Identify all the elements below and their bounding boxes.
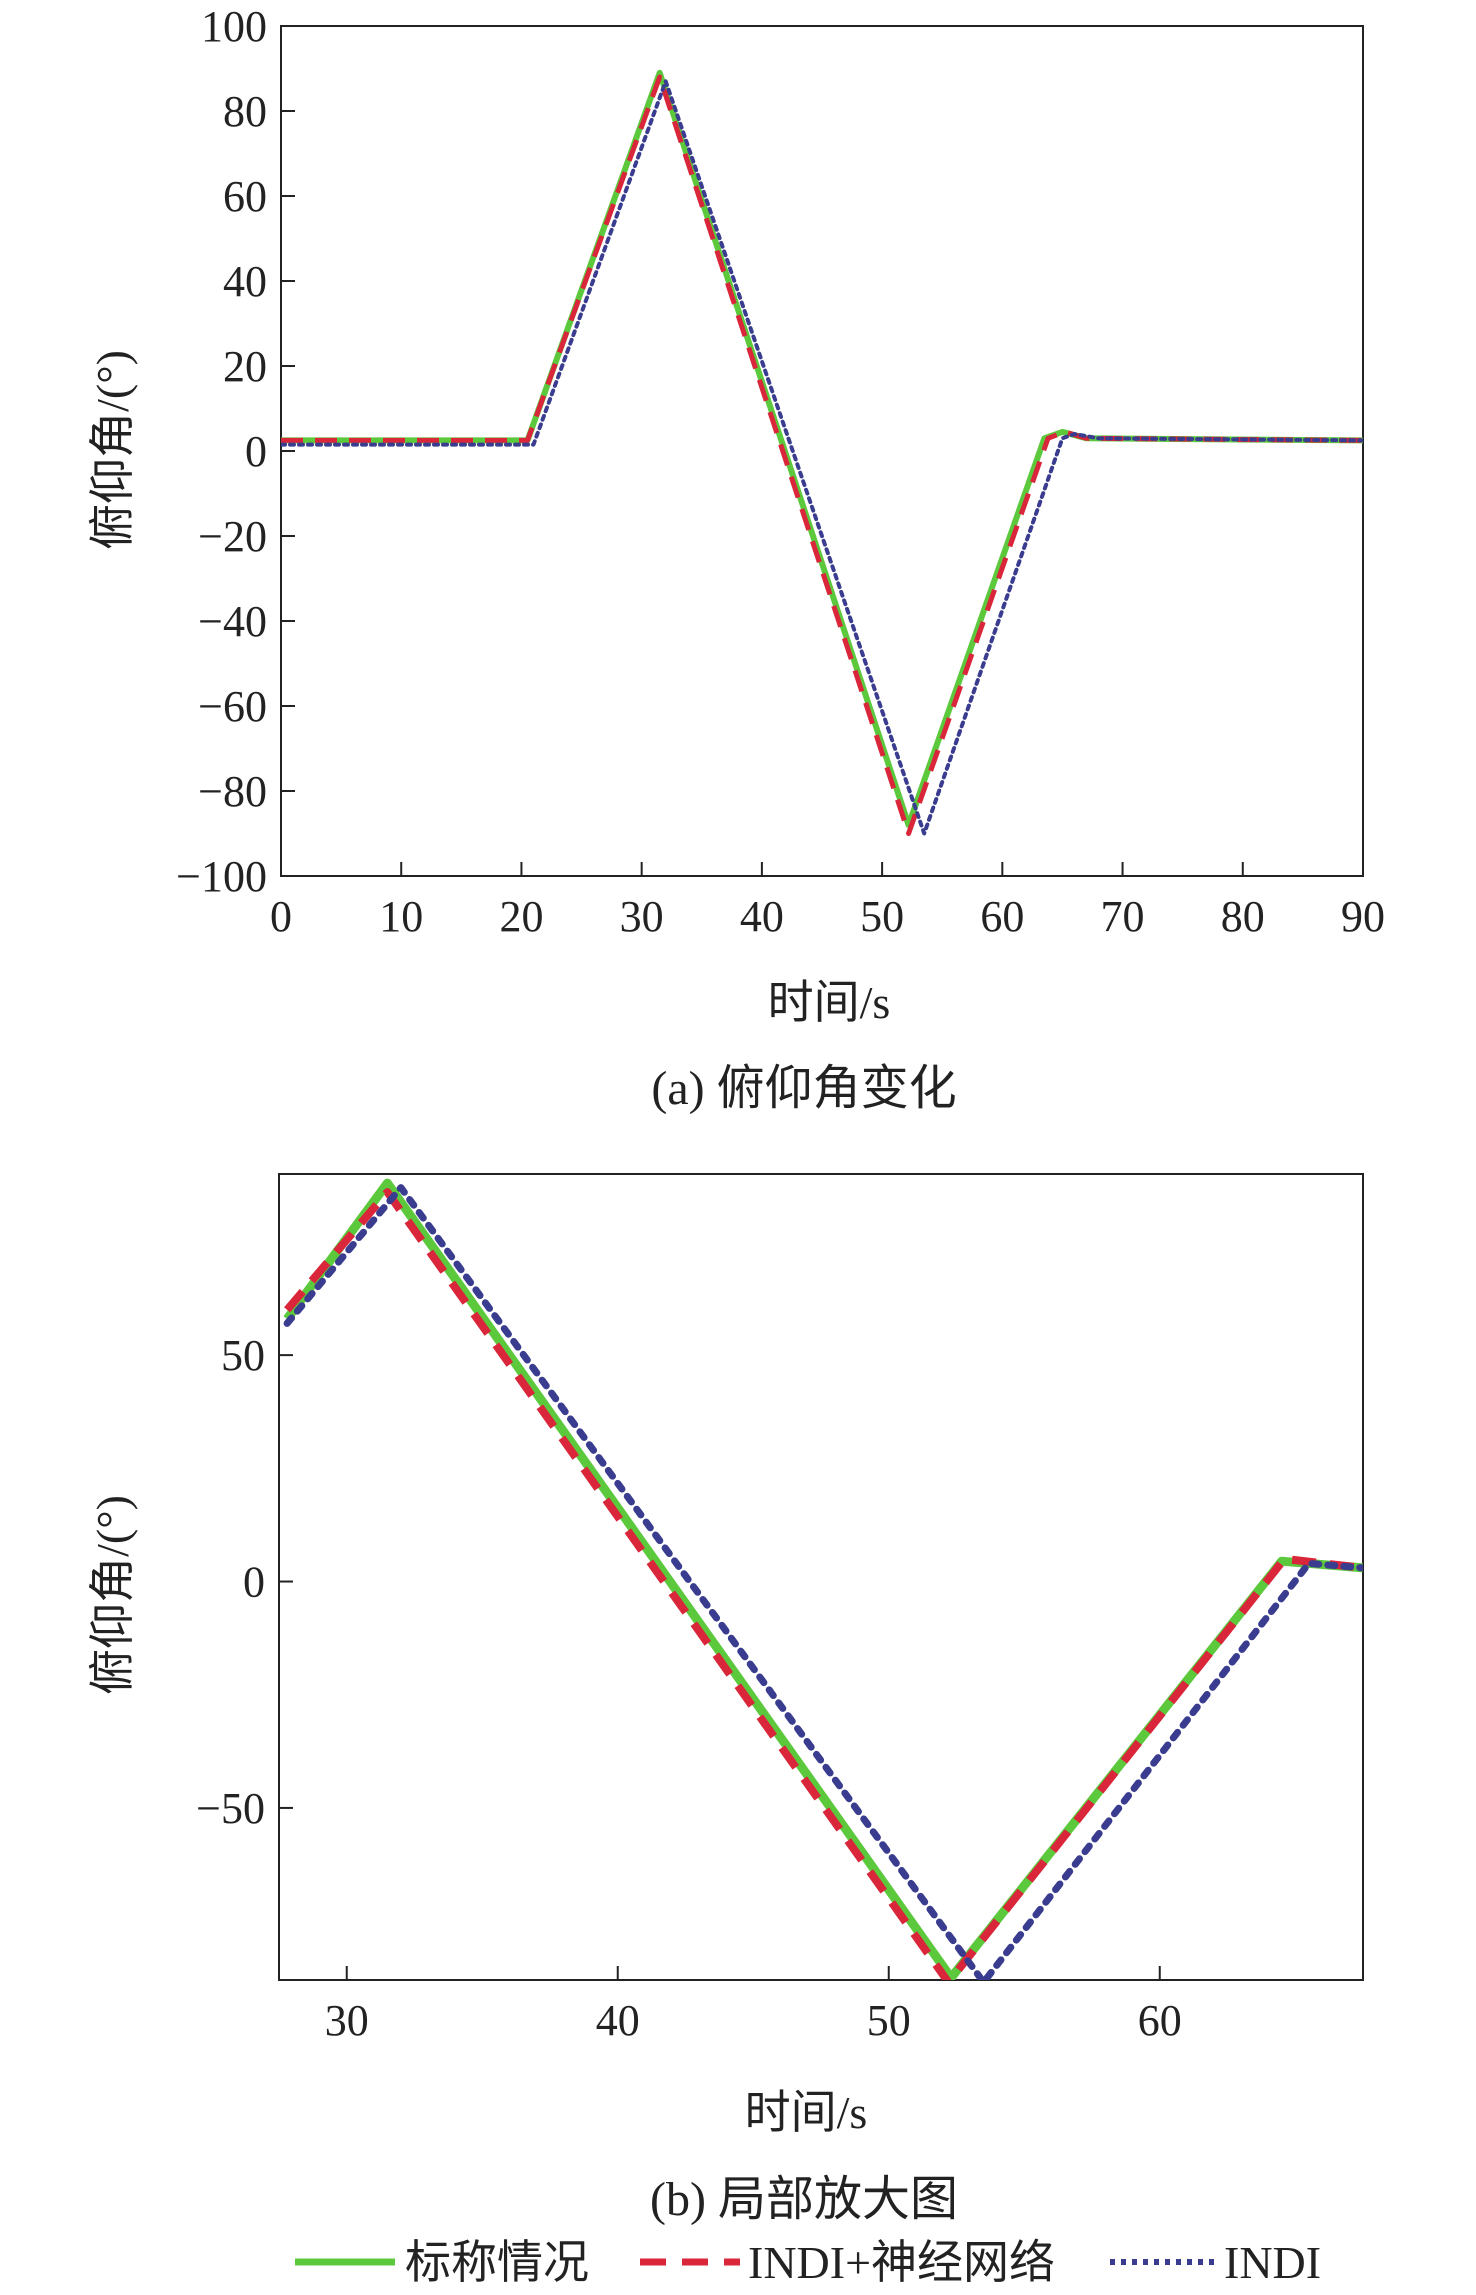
chart-a-y-tick-label: 100 bbox=[201, 2, 267, 51]
chart-b-caption: (b) 局部放大图 bbox=[650, 2173, 958, 2226]
chart-a-x-tick-label: 70 bbox=[1101, 892, 1145, 941]
chart-b-y-tick-label: 0 bbox=[243, 1558, 265, 1607]
legend-label-nominal: 标称情况 bbox=[405, 2237, 589, 2288]
chart-b-plot-area: 30 40 50 60 50 0 −50 bbox=[196, 1173, 1364, 2045]
chart-a-y-tick-label: 0 bbox=[245, 427, 267, 476]
chart-a-y-tick-label: −40 bbox=[198, 597, 267, 646]
chart-a-x-tick-label: 0 bbox=[270, 892, 292, 941]
chart-b: 30 40 50 60 50 0 −50 时间/s 俯仰角/(°) (b) 局部放大图 bbox=[87, 1173, 1364, 2226]
chart-b-x-tick-label: 40 bbox=[596, 1996, 640, 2045]
chart-b-x-tick-label: 60 bbox=[1138, 1996, 1182, 2045]
chart-a-caption: (a) 俯仰角变化 bbox=[651, 1062, 956, 1115]
chart-a-x-tick-label: 10 bbox=[379, 892, 423, 941]
chart-a-y-tick-label: −100 bbox=[176, 852, 267, 901]
chart-b-x-axis-label: 时间/s bbox=[745, 2087, 868, 2138]
chart-a-y-tick-label: 20 bbox=[223, 342, 267, 391]
chart-a-x-tick-label: 90 bbox=[1341, 892, 1385, 941]
chart-b-y-tick-label: −50 bbox=[196, 1784, 265, 1833]
chart-b-frame bbox=[278, 1173, 1364, 1981]
chart-a-x-tick-label: 30 bbox=[620, 892, 664, 941]
chart-a-y-tick-label: −80 bbox=[198, 767, 267, 816]
chart-b-series-nominal bbox=[283, 1178, 1363, 1980]
chart-a-series-indi bbox=[281, 79, 1363, 836]
chart-a-x-axis-label: 时间/s bbox=[768, 977, 891, 1028]
chart-b-series-indi bbox=[283, 1184, 1363, 1980]
chart-a-y-tick-label: 60 bbox=[223, 172, 267, 221]
chart-a-y-axis-label: 俯仰角/(°) bbox=[87, 350, 138, 550]
chart-b-series-indi-nn bbox=[284, 1188, 1363, 1980]
chart-a-x-tick-label: 80 bbox=[1221, 892, 1265, 941]
chart-a-y-tick-label: 80 bbox=[223, 87, 267, 136]
chart-a-x-tick-label: 40 bbox=[740, 892, 784, 941]
legend-label-indi-nn: INDI+神经网络 bbox=[748, 2237, 1055, 2288]
legend: 标称情况 INDI+神经网络 INDI bbox=[295, 2237, 1321, 2288]
chart-a-x-tick-label: 50 bbox=[860, 892, 904, 941]
chart-a-y-tick-label: 40 bbox=[223, 257, 267, 306]
chart-a-series-indi-nn bbox=[281, 74, 1363, 836]
chart-b-x-tick-label: 30 bbox=[325, 1996, 369, 2045]
chart-b-x-tick-label: 50 bbox=[867, 1996, 911, 2045]
chart-a-x-tick-label: 60 bbox=[980, 892, 1024, 941]
chart-a-y-tick-label: −20 bbox=[198, 512, 267, 561]
legend-label-indi: INDI bbox=[1224, 2237, 1321, 2288]
chart-a-x-tick-label: 20 bbox=[499, 892, 543, 941]
chart-b-y-tick-label: 50 bbox=[221, 1331, 265, 1380]
chart-a-series-nominal bbox=[281, 69, 1363, 828]
chart-a-plot-area: 0 10 20 30 40 50 60 70 80 90 100 80 60 40 20 0 −20 −40 −60… bbox=[176, 2, 1385, 941]
chart-b-y-axis-label: 俯仰角/(°) bbox=[87, 1495, 138, 1695]
chart-a-y-tick-label: −60 bbox=[198, 682, 267, 731]
chart-a: 0 10 20 30 40 50 60 70 80 90 100 80 60 40 20 0 −20 −40 −60… bbox=[87, 2, 1385, 1115]
chart-a-frame bbox=[280, 25, 1364, 877]
